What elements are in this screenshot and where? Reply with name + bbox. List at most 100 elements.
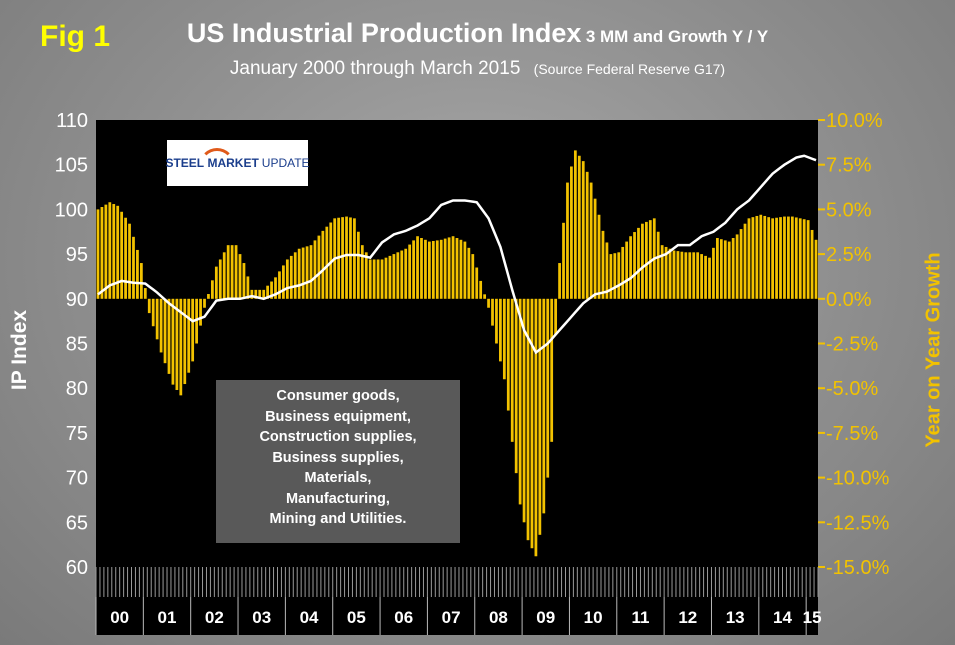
annotation-line: Materials, xyxy=(304,470,372,486)
annotation-line: Mining and Utilities. xyxy=(269,511,407,527)
growth-bar xyxy=(692,252,696,299)
growth-bar xyxy=(562,222,565,299)
growth-bar xyxy=(467,247,471,299)
growth-bar xyxy=(183,298,187,385)
logo-arc-icon xyxy=(199,148,235,184)
left-tick-label: 85 xyxy=(66,334,88,356)
year-label: 07 xyxy=(442,608,461,627)
growth-bar xyxy=(262,289,266,299)
title-suffix: 3 MM and Growth Y / Y xyxy=(585,27,769,46)
growth-bar xyxy=(289,255,293,299)
growth-bar xyxy=(593,198,597,299)
growth-bar xyxy=(159,298,163,353)
growth-bar xyxy=(254,289,258,299)
growth-bar xyxy=(530,298,534,549)
growth-bar xyxy=(759,214,763,299)
growth-bar xyxy=(242,263,246,299)
year-label: 15 xyxy=(803,608,822,627)
growth-bar xyxy=(814,239,818,299)
growth-bar xyxy=(514,298,518,474)
growth-bar xyxy=(234,245,238,299)
growth-bar xyxy=(491,298,494,326)
growth-bar xyxy=(360,245,364,299)
right-tick-label: 0.0% xyxy=(826,289,872,311)
growth-bar xyxy=(633,232,636,299)
growth-bar xyxy=(214,266,218,299)
growth-bar xyxy=(779,217,782,299)
growth-bar xyxy=(400,250,404,299)
growth-bar xyxy=(313,240,317,299)
figure-label: Fig 1 xyxy=(40,20,111,53)
growth-bar xyxy=(258,289,262,299)
growth-bar xyxy=(542,298,546,514)
left-axis-ticks: 60 65 70 75 80 85 90 95 100 105 110 xyxy=(55,110,88,579)
growth-bar xyxy=(451,236,455,299)
growth-bar xyxy=(321,230,325,299)
growth-bar xyxy=(356,231,360,299)
growth-bar xyxy=(293,252,297,299)
growth-bar xyxy=(775,217,778,299)
growth-bar xyxy=(601,230,605,299)
growth-bar xyxy=(613,253,617,299)
growth-bar xyxy=(380,259,384,299)
growth-bar xyxy=(274,277,277,299)
title-main: US Industrial Production Index xyxy=(186,18,582,48)
growth-bar xyxy=(621,246,625,299)
growth-bar xyxy=(479,280,483,299)
growth-bar xyxy=(597,214,601,299)
year-label: 04 xyxy=(300,608,319,627)
growth-bar xyxy=(143,288,147,299)
growth-bar xyxy=(526,298,530,541)
left-tick-label: 60 xyxy=(66,557,88,579)
growth-bar xyxy=(573,150,577,299)
growth-bar xyxy=(475,267,479,299)
growth-bar xyxy=(112,204,116,299)
growth-bar xyxy=(471,254,475,299)
growth-bar xyxy=(368,259,372,299)
growth-bar xyxy=(637,227,640,299)
growth-bar xyxy=(207,294,210,299)
growth-bar xyxy=(656,231,660,299)
growth-bar xyxy=(167,298,171,374)
growth-bar xyxy=(364,252,368,299)
growth-bar xyxy=(199,298,202,326)
growth-bar xyxy=(534,298,538,557)
growth-bar xyxy=(305,246,309,299)
growth-bar xyxy=(581,161,585,299)
growth-bar xyxy=(570,166,573,299)
growth-bar xyxy=(226,245,230,299)
year-label: 00 xyxy=(110,608,129,627)
growth-bar xyxy=(132,236,135,299)
growth-bar xyxy=(317,235,321,299)
right-tick-label: -2.5% xyxy=(826,334,878,356)
growth-bar xyxy=(250,289,254,299)
growth-bar xyxy=(554,298,558,335)
growth-bar xyxy=(211,280,214,299)
growth-bar xyxy=(648,220,652,299)
growth-bar xyxy=(447,237,451,299)
growth-bar xyxy=(349,217,352,299)
growth-bar xyxy=(341,217,344,299)
growth-bar xyxy=(100,207,104,299)
growth-bar xyxy=(802,219,806,299)
growth-bar xyxy=(191,298,195,362)
chart-title: US Industrial Production Index 3 MM and … xyxy=(0,18,955,49)
growth-bar xyxy=(712,247,715,299)
growth-bar xyxy=(735,234,739,299)
year-label: 06 xyxy=(394,608,413,627)
ip-index-line xyxy=(97,154,817,355)
growth-bar xyxy=(585,171,589,299)
growth-bar xyxy=(384,257,388,299)
growth-bar xyxy=(372,259,376,299)
growth-bar xyxy=(668,248,672,299)
growth-bar xyxy=(238,254,242,299)
year-label: 05 xyxy=(347,608,366,627)
growth-bar xyxy=(139,263,143,299)
growth-bar xyxy=(147,298,151,314)
growth-bar xyxy=(806,220,810,299)
growth-bar xyxy=(96,209,100,299)
growth-bar xyxy=(325,226,329,299)
growth-bar xyxy=(455,238,459,299)
year-label: 10 xyxy=(584,608,603,627)
growth-bar xyxy=(522,298,526,523)
